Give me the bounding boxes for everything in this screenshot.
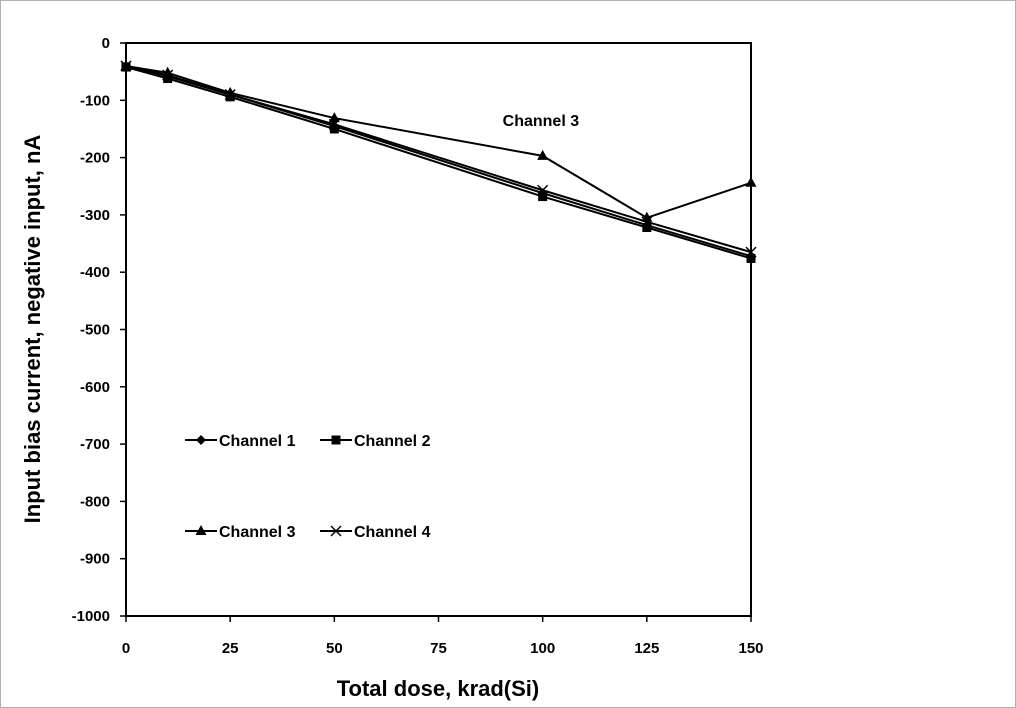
data-point-channel-4 xyxy=(537,184,549,196)
data-point-channel-2 xyxy=(642,223,652,233)
series-layer xyxy=(120,59,757,263)
x-tick-label: 125 xyxy=(634,640,659,657)
data-point-channel-4 xyxy=(224,89,236,101)
series-line-channel-3 xyxy=(125,64,752,219)
x-tick-label: 150 xyxy=(738,640,763,657)
y-tick-label: -400 xyxy=(80,264,110,281)
data-point-channel-4 xyxy=(162,69,174,81)
x-tick-label: 50 xyxy=(326,640,343,657)
legend-marker xyxy=(195,525,207,535)
series-line-channel-2 xyxy=(125,66,752,260)
legend-item-channel-4: Channel 4 xyxy=(320,524,431,541)
y-tick-label: -300 xyxy=(80,207,110,224)
axis-ticks xyxy=(120,42,752,622)
annotation-label: Channel 3 xyxy=(503,113,580,130)
legend-item-channel-2: Channel 2 xyxy=(320,433,431,450)
y-tick-label: -200 xyxy=(80,150,110,167)
x-tick-label: 0 xyxy=(122,640,130,657)
x-tick-label: 25 xyxy=(222,640,239,657)
data-point-channel-4 xyxy=(328,118,340,130)
y-tick-label: -600 xyxy=(80,379,110,396)
plot-area xyxy=(125,42,752,617)
y-axis-title: Input bias current, negative input, nA xyxy=(20,135,45,524)
legend-label: Channel 3 xyxy=(219,524,296,541)
y-tick-label: 0 xyxy=(102,35,110,52)
y-tick-label: -100 xyxy=(80,92,110,109)
data-point-channel-3 xyxy=(537,149,549,160)
x-tick-label: 100 xyxy=(530,640,555,657)
series-channel-3 xyxy=(120,59,757,222)
y-tick-label: -800 xyxy=(80,493,110,510)
data-point-channel-3 xyxy=(328,112,340,123)
series-channel-4 xyxy=(120,60,757,258)
legend-label: Channel 1 xyxy=(219,433,296,450)
legend-label: Channel 2 xyxy=(354,433,431,450)
legend-marker xyxy=(196,435,206,445)
legend-item-channel-3: Channel 3 xyxy=(185,524,296,541)
data-point-channel-2 xyxy=(538,192,548,202)
data-point-channel-2 xyxy=(225,92,235,102)
tick-labels: 0 -100 -200 -300 -400 -500 -600 -700 -800 -900 -10… xyxy=(72,35,764,657)
legend-marker xyxy=(331,435,341,445)
x-axis-title: Total dose, krad(Si) xyxy=(337,676,540,701)
data-point-channel-2 xyxy=(329,124,339,134)
legend: Channel 1 Channel 2 Channel 3 Channel 4 xyxy=(185,433,431,541)
y-tick-label: -700 xyxy=(80,436,110,453)
x-tick-label: 75 xyxy=(430,640,447,657)
annotations: Channel 3 xyxy=(503,113,580,130)
data-point-channel-2 xyxy=(163,74,173,84)
y-tick-label: -900 xyxy=(80,551,110,568)
data-point-channel-4 xyxy=(641,216,653,228)
y-tick-label: -1000 xyxy=(72,608,110,625)
legend-item-channel-1: Channel 1 xyxy=(185,433,296,450)
legend-label: Channel 4 xyxy=(354,524,431,541)
legend-marker xyxy=(330,525,342,537)
series-channel-2 xyxy=(121,62,756,263)
y-tick-label: -500 xyxy=(80,322,110,339)
